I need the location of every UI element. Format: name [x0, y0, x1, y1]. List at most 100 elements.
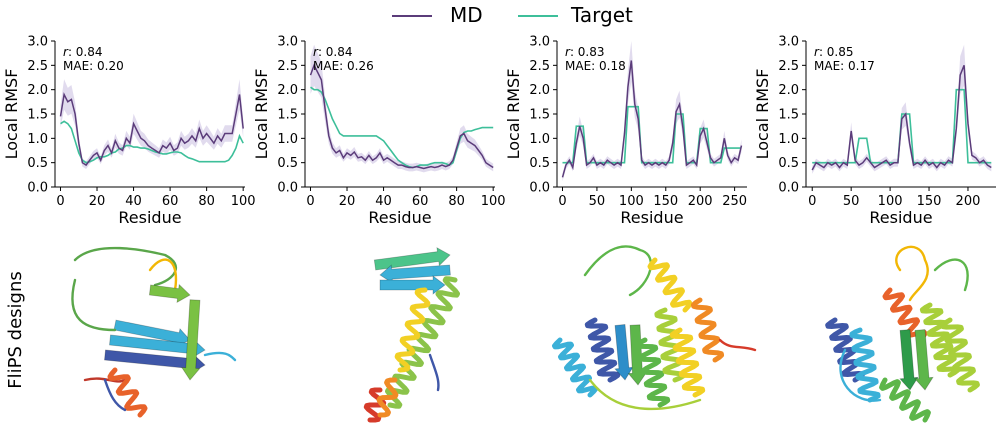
md-uncertainty-band	[812, 44, 992, 174]
y-axis-label: Local RMSF	[753, 69, 772, 160]
md-series-line	[561, 60, 743, 178]
alpha-helix	[849, 327, 881, 403]
y-tick-label: 1.0	[778, 132, 799, 147]
side-label: FliPS designs	[5, 271, 26, 388]
y-tick-label: 3.0	[529, 35, 550, 50]
x-tick-label: 200	[956, 194, 981, 209]
y-tick-label: 1.0	[529, 132, 550, 147]
chart-panel-3: 0.0 0.5 1.0 1.5 2.0 2.5 3.0 0 50 100 150 200 250 Resi…	[504, 35, 747, 228]
loop	[895, 245, 929, 302]
y-tick-label: 0.0	[778, 181, 799, 196]
x-tick-label: 100	[619, 194, 644, 209]
x-tick-label: 0	[56, 194, 64, 209]
alpha-helix	[363, 387, 387, 423]
md-series-line	[59, 92, 244, 167]
y-tick-label: 0.0	[277, 181, 298, 196]
loop	[933, 258, 969, 292]
x-tick-label: 20	[89, 194, 106, 209]
beta-strand	[379, 275, 446, 295]
x-tick-label: 250	[722, 194, 747, 209]
pearson-r-annotation: r: 0.84	[63, 45, 103, 59]
flips-design-4	[825, 245, 980, 423]
x-tick-label: 0	[808, 194, 816, 209]
alpha-helix	[669, 327, 706, 398]
x-tick-label: 100	[231, 194, 256, 209]
x-axis-label: Residue	[118, 208, 181, 227]
chart-panel-1: 0.0 0.5 1.0 1.5 2.0 2.5 3.0 0 20 40 60 80 100 Residue…	[2, 35, 256, 228]
beta-strand	[899, 329, 919, 391]
x-tick-label: 0	[558, 194, 566, 209]
y-tick-label: 2.0	[778, 83, 799, 98]
beta-strand	[148, 283, 191, 304]
y-tick-label: 1.5	[778, 108, 799, 123]
mae-annotation: MAE: 0.26	[313, 59, 374, 73]
mae-annotation: MAE: 0.20	[63, 59, 124, 73]
alpha-helix	[654, 307, 686, 383]
x-tick-label: 60	[162, 194, 179, 209]
alpha-helix	[940, 317, 980, 393]
alpha-helix	[394, 287, 431, 373]
md-series-line	[811, 65, 992, 171]
pearson-r-value: : 0.85	[819, 45, 854, 59]
beta-strand	[181, 299, 201, 381]
y-tick-label: 2.5	[529, 59, 550, 74]
y-tick-label: 2.5	[277, 59, 298, 74]
md-series-line	[309, 63, 494, 170]
alpha-helix	[385, 276, 460, 409]
x-tick-label: 50	[589, 194, 606, 209]
x-tick-label: 150	[653, 194, 678, 209]
loop	[73, 246, 178, 287]
flips-design-3	[552, 245, 757, 411]
y-tick-label: 3.0	[277, 35, 298, 50]
legend-target-label: Target	[571, 3, 633, 27]
beta-strand	[379, 264, 451, 284]
loop	[428, 353, 440, 392]
x-tick-label: 20	[339, 194, 356, 209]
pearson-r-annotation: r: 0.83	[565, 45, 605, 59]
y-tick-label: 3.0	[778, 35, 799, 50]
legend-md-label: MD	[450, 3, 483, 27]
pearson-r-value: : 0.84	[68, 45, 103, 59]
y-tick-label: 1.0	[27, 132, 48, 147]
y-tick-label: 0.5	[778, 156, 799, 171]
y-tick-label: 0.0	[529, 181, 550, 196]
y-axis-label: Local RMSF	[504, 69, 523, 160]
x-tick-label: 80	[198, 194, 215, 209]
alpha-helix	[552, 337, 598, 398]
alpha-helix	[690, 297, 725, 363]
y-tick-label: 0.5	[277, 156, 298, 171]
loop	[718, 338, 757, 352]
pearson-r-symbol: r	[63, 45, 69, 59]
y-tick-label: 1.5	[529, 108, 550, 123]
loop	[588, 378, 702, 411]
rmsf-charts: 0.00.51.01.52.02.53.00 20 40 60 80 100Residue…	[2, 35, 996, 228]
x-tick-label: 80	[448, 194, 465, 209]
loop	[839, 348, 882, 402]
flips-design-1	[71, 246, 237, 418]
target-series-line	[812, 88, 992, 164]
y-tick-label: 2.5	[778, 59, 799, 74]
x-tick-label: 0	[306, 194, 314, 209]
y-axis-label: Local RMSF	[252, 69, 271, 160]
y-tick-label: 3.0	[27, 35, 48, 50]
y-tick-label: 2.5	[27, 59, 48, 74]
x-tick-label: 100	[878, 194, 903, 209]
target-series-line	[60, 120, 244, 164]
loop	[148, 258, 178, 292]
y-tick-label: 1.5	[277, 108, 298, 123]
pearson-r-symbol: r	[565, 45, 571, 59]
y-tick-label: 1.5	[27, 108, 48, 123]
beta-strand	[373, 246, 451, 271]
x-tick-label: 150	[917, 194, 942, 209]
y-tick-label: 2.0	[277, 83, 298, 98]
pearson-r-symbol: r	[814, 45, 820, 59]
alpha-helix	[879, 377, 931, 423]
mae-annotation: MAE: 0.18	[565, 59, 626, 73]
chart-panel-2: 0.0 0.5 1.0 1.5 2.0 2.5 3.0 0 20 40 60 80 100 Residue…	[252, 35, 506, 228]
x-tick-label: 40	[125, 194, 142, 209]
pearson-r-symbol: r	[313, 45, 319, 59]
loop	[71, 278, 117, 332]
x-axis-label: Residue	[368, 208, 431, 227]
y-tick-label: 2.0	[529, 83, 550, 98]
x-axis-label: Residue	[869, 208, 932, 227]
